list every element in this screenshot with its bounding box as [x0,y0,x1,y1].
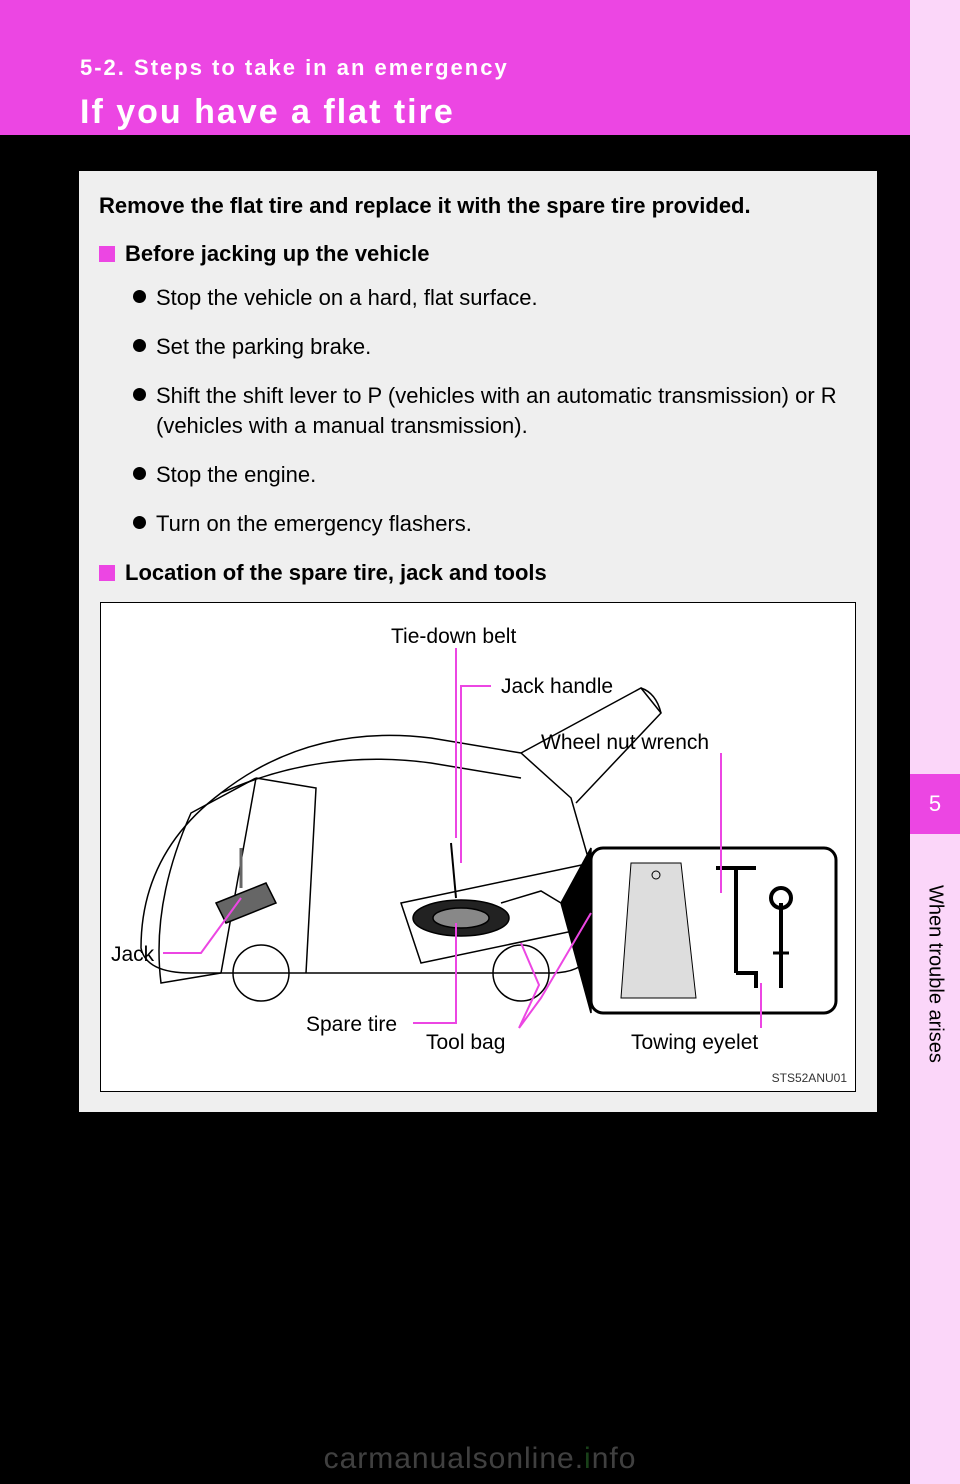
label-tie-down-belt: Tie-down belt [391,625,516,649]
list-item: Stop the engine. [133,460,857,491]
diagram-ref-code: STS52ANU01 [772,1071,847,1085]
list-item: Set the parking brake. [133,332,857,363]
diagram: Tie-down belt Jack handle Wheel nut wren… [100,602,856,1092]
dot-icon [133,388,146,401]
square-bullet-icon [99,246,115,262]
subheading-2: Location of the spare tire, jack and too… [99,560,857,586]
subheading-1-text: Before jacking up the vehicle [125,241,429,267]
chapter-number-box: 5 [910,774,960,834]
bullet-list-1: Stop the vehicle on a hard, flat surface… [133,283,857,540]
square-bullet-icon [99,565,115,581]
page-header: 5-2. Steps to take in an emergency If yo… [0,0,910,135]
bullet-text: Stop the vehicle on a hard, flat surface… [156,283,538,314]
side-tab: 5 When trouble arises [910,0,960,1484]
page-title: If you have a flat tire [80,93,910,132]
label-towing-eyelet: Towing eyelet [631,1031,758,1055]
bullet-text: Set the parking brake. [156,332,371,363]
diagram-svg [101,603,856,1092]
bullet-text: Shift the shift lever to P (vehicles wit… [156,381,857,443]
label-tool-bag: Tool bag [426,1031,505,1055]
list-item: Shift the shift lever to P (vehicles wit… [133,381,857,443]
subheading-2-text: Location of the spare tire, jack and too… [125,560,547,586]
bullet-text: Stop the engine. [156,460,316,491]
manual-page: 5 When trouble arises 5-2. Steps to take… [0,0,960,1484]
watermark: carmanualsonline.info [324,1442,637,1476]
list-item: Stop the vehicle on a hard, flat surface… [133,283,857,314]
label-jack-handle: Jack handle [501,675,613,699]
dot-icon [133,290,146,303]
label-spare-tire: Spare tire [306,1013,397,1037]
dot-icon [133,467,146,480]
content-box: Remove the flat tire and replace it with… [78,170,878,1113]
chapter-label: When trouble arises [910,844,960,1104]
bullet-text: Turn on the emergency flashers. [156,509,472,540]
subheading-1: Before jacking up the vehicle [99,241,857,267]
chapter-number: 5 [929,791,941,817]
section-number: 5-2. Steps to take in an emergency [80,55,910,81]
label-wheel-nut-wrench: Wheel nut wrench [541,731,709,755]
label-jack: Jack [111,943,154,967]
list-item: Turn on the emergency flashers. [133,509,857,540]
dot-icon [133,516,146,529]
dot-icon [133,339,146,352]
intro-text: Remove the flat tire and replace it with… [99,193,857,219]
